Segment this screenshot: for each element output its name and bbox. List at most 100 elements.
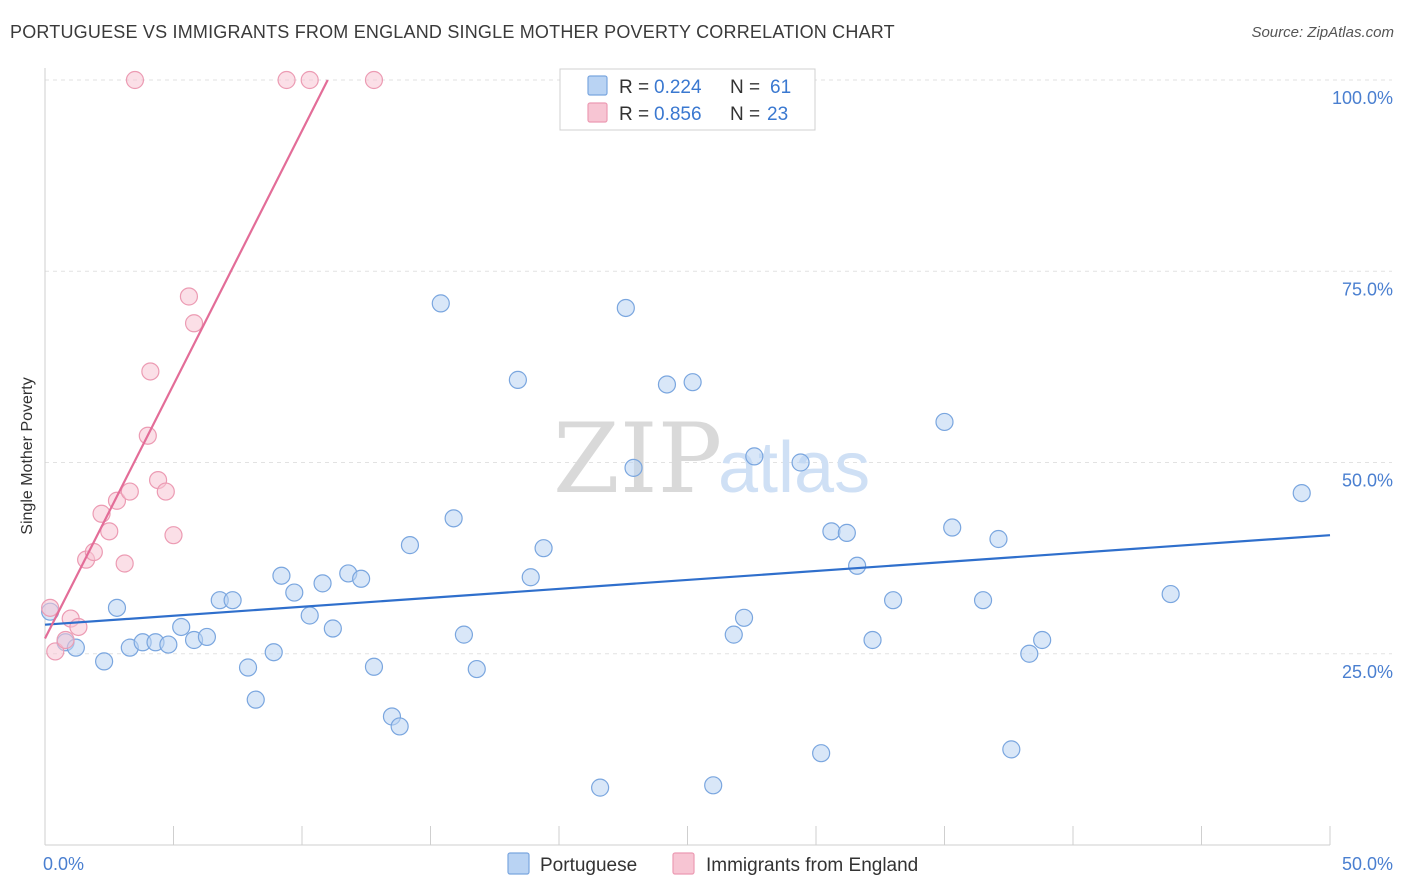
data-point-england bbox=[41, 598, 60, 617]
data-point-portuguese bbox=[657, 375, 677, 394]
data-point-portuguese bbox=[352, 569, 371, 588]
data-point-portuguese bbox=[883, 591, 903, 610]
trend-lines bbox=[44, 79, 1331, 639]
data-point-portuguese bbox=[508, 370, 527, 389]
data-point-england bbox=[184, 314, 204, 333]
legend-r-label: R = bbox=[619, 77, 649, 98]
legend-n-value: 23 bbox=[767, 104, 788, 125]
data-point-portuguese bbox=[313, 574, 332, 593]
data-point-portuguese bbox=[591, 778, 610, 797]
data-point-portuguese bbox=[272, 566, 291, 585]
trend-line-england bbox=[44, 79, 329, 639]
data-point-england bbox=[179, 287, 199, 306]
data-point-portuguese bbox=[863, 630, 882, 650]
data-point-portuguese bbox=[107, 598, 127, 617]
data-point-portuguese bbox=[264, 643, 283, 662]
data-point-portuguese bbox=[238, 658, 258, 677]
data-point-portuguese bbox=[246, 690, 265, 709]
watermark: ZIP atlas bbox=[553, 403, 870, 515]
watermark-zip-text: ZIP bbox=[553, 403, 722, 515]
legend-r-label: R = bbox=[619, 104, 649, 125]
data-point-portuguese bbox=[400, 536, 420, 555]
data-point-england bbox=[125, 70, 145, 90]
legend-n-label: N = bbox=[730, 104, 760, 125]
data-point-portuguese bbox=[1292, 484, 1311, 503]
data-point-portuguese bbox=[616, 298, 635, 318]
legend-r-value: 0.224 bbox=[654, 77, 702, 98]
data-point-england bbox=[156, 482, 175, 501]
legend-n-value: 61 bbox=[770, 77, 791, 98]
data-point-england bbox=[120, 482, 139, 501]
axes bbox=[44, 68, 1331, 846]
legend-swatch-england bbox=[672, 852, 695, 875]
data-point-portuguese bbox=[1020, 644, 1039, 663]
data-point-england bbox=[115, 554, 134, 573]
data-point-portuguese bbox=[1161, 584, 1180, 604]
data-point-portuguese bbox=[285, 583, 304, 602]
data-point-england bbox=[364, 70, 384, 90]
data-point-england bbox=[300, 70, 319, 90]
data-point-england bbox=[46, 642, 65, 661]
data-point-portuguese bbox=[848, 556, 867, 575]
data-point-portuguese bbox=[95, 652, 114, 671]
data-point-portuguese bbox=[454, 625, 474, 644]
data-point-portuguese bbox=[159, 635, 178, 654]
data-point-portuguese bbox=[943, 518, 962, 537]
data-point-portuguese bbox=[791, 453, 810, 472]
data-point-portuguese bbox=[1002, 740, 1021, 759]
y-tick-label: 25.0% bbox=[1342, 662, 1393, 682]
data-point-england bbox=[100, 522, 119, 541]
data-point-portuguese bbox=[935, 412, 954, 432]
series-legend: Portuguese Immigrants from England bbox=[507, 852, 918, 876]
y-tick-label: 50.0% bbox=[1342, 471, 1393, 491]
data-points bbox=[41, 70, 1311, 797]
data-point-england bbox=[277, 70, 296, 90]
legend-r-value: 0.856 bbox=[654, 104, 702, 125]
data-point-portuguese bbox=[534, 539, 553, 558]
data-point-portuguese bbox=[364, 657, 384, 676]
x-tick-labels: 0.0% 50.0% bbox=[43, 854, 1393, 874]
data-point-portuguese bbox=[724, 625, 743, 644]
legend-swatch-portuguese bbox=[587, 75, 608, 96]
correlation-legend: R = 0.224 N = 61 R = 0.856 N = 23 bbox=[559, 68, 816, 131]
data-point-portuguese bbox=[1033, 630, 1052, 650]
data-point-england bbox=[56, 630, 75, 650]
grid-lines bbox=[45, 79, 1392, 655]
legend-n-label: N = bbox=[730, 77, 760, 98]
data-point-portuguese bbox=[444, 509, 463, 528]
data-point-portuguese bbox=[837, 523, 856, 542]
legend-swatch-england bbox=[587, 102, 608, 123]
y-tick-label: 75.0% bbox=[1342, 279, 1393, 299]
data-point-portuguese bbox=[745, 447, 764, 466]
data-point-portuguese bbox=[197, 627, 217, 647]
chart-title: PORTUGUESE VS IMMIGRANTS FROM ENGLAND SI… bbox=[10, 22, 895, 42]
source-label: Source: ZipAtlas.com bbox=[1251, 24, 1394, 41]
data-point-portuguese bbox=[734, 608, 754, 627]
data-point-portuguese bbox=[812, 744, 831, 763]
data-point-portuguese bbox=[521, 568, 540, 587]
data-point-portuguese bbox=[223, 591, 242, 610]
data-point-portuguese bbox=[431, 294, 450, 313]
data-point-portuguese bbox=[989, 529, 1008, 549]
data-point-portuguese bbox=[323, 619, 342, 638]
legend-label-england: Immigrants from England bbox=[706, 855, 918, 876]
legend-swatch-portuguese bbox=[507, 852, 530, 875]
data-point-england bbox=[141, 362, 160, 381]
legend-label-portuguese: Portuguese bbox=[540, 855, 637, 876]
data-point-portuguese bbox=[822, 522, 841, 541]
data-point-portuguese bbox=[172, 617, 191, 637]
data-point-england bbox=[164, 526, 183, 545]
data-point-portuguese bbox=[467, 659, 486, 679]
data-point-portuguese bbox=[300, 606, 319, 625]
trend-line-portuguese bbox=[44, 534, 1331, 626]
data-point-portuguese bbox=[624, 458, 643, 477]
x-tick-label: 0.0% bbox=[43, 854, 84, 874]
data-point-portuguese bbox=[973, 591, 993, 610]
data-point-portuguese bbox=[704, 776, 723, 795]
y-tick-labels: 25.0% 50.0% 75.0% 100.0% bbox=[1332, 88, 1393, 682]
y-tick-label: 100.0% bbox=[1332, 88, 1393, 108]
data-point-portuguese bbox=[390, 717, 409, 736]
data-point-portuguese bbox=[683, 373, 702, 392]
x-tick-label: 50.0% bbox=[1342, 854, 1393, 874]
